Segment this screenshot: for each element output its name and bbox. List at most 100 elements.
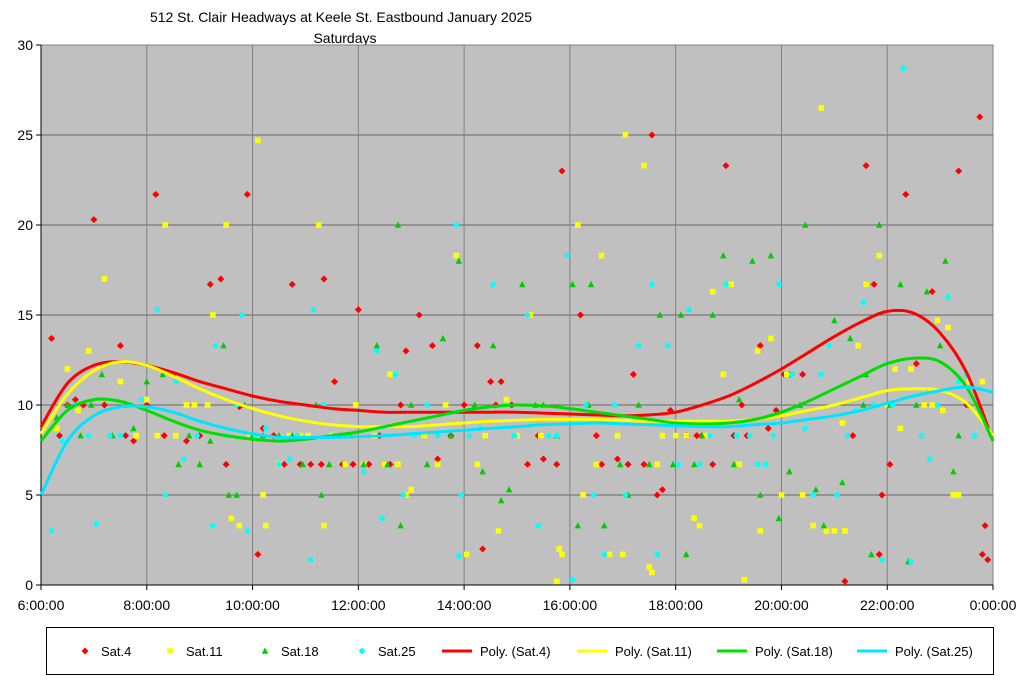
data-point bbox=[559, 551, 565, 558]
trendline-4 bbox=[39, 385, 994, 496]
data-point bbox=[976, 113, 984, 121]
data-point bbox=[884, 402, 891, 408]
data-point bbox=[307, 460, 315, 468]
data-point bbox=[934, 317, 941, 324]
data-point bbox=[495, 528, 502, 534]
legend: Sat.4 Sat.11 Sat.18 Sat.25 Poly. (Sat.4) Poly… bbox=[46, 627, 994, 675]
legend-item: Sat.11 bbox=[167, 644, 223, 659]
data-point bbox=[649, 281, 655, 288]
data-point bbox=[722, 162, 730, 170]
x-tick-label: 10:00:00 bbox=[225, 597, 280, 613]
data-point bbox=[286, 432, 293, 439]
data-point bbox=[810, 492, 816, 498]
data-point bbox=[612, 402, 618, 408]
data-point bbox=[936, 342, 944, 349]
data-point bbox=[738, 401, 746, 409]
data-point bbox=[352, 402, 359, 408]
y-tick-label: 30 bbox=[17, 37, 33, 53]
data-point bbox=[373, 342, 381, 349]
data-point bbox=[519, 280, 526, 288]
data-point bbox=[622, 492, 629, 498]
data-point bbox=[730, 460, 738, 468]
data-point bbox=[746, 432, 753, 439]
data-point bbox=[244, 528, 251, 534]
legend-marker bbox=[359, 648, 365, 654]
data-point bbox=[770, 432, 777, 439]
data-point bbox=[728, 281, 734, 288]
data-point bbox=[622, 132, 629, 138]
data-point bbox=[945, 324, 951, 331]
data-point bbox=[783, 371, 790, 378]
data-point bbox=[152, 190, 160, 198]
data-point bbox=[802, 221, 809, 228]
data-point bbox=[458, 492, 465, 498]
data-point bbox=[181, 456, 187, 462]
data-point bbox=[749, 257, 756, 264]
data-point bbox=[654, 461, 660, 468]
data-point bbox=[487, 378, 495, 386]
y-tick-label: 10 bbox=[17, 397, 33, 413]
data-point bbox=[90, 216, 98, 224]
data-point bbox=[775, 514, 782, 522]
data-point bbox=[318, 491, 325, 498]
x-axis: 6:00:00 8:00:00 10:00:00 12:00:00 14:00:00 16… bbox=[18, 584, 1017, 613]
legend-label: Sat.25 bbox=[378, 644, 416, 659]
data-point bbox=[629, 370, 637, 378]
data-point bbox=[590, 492, 597, 498]
data-point bbox=[635, 401, 642, 408]
data-point bbox=[601, 551, 608, 558]
data-point bbox=[812, 486, 820, 493]
data-point bbox=[360, 468, 367, 475]
data-point bbox=[479, 545, 487, 553]
data-point bbox=[59, 438, 65, 444]
data-point bbox=[288, 280, 296, 288]
data-point bbox=[582, 402, 589, 408]
data-point bbox=[598, 252, 605, 259]
data-point bbox=[415, 311, 423, 319]
data-point bbox=[262, 425, 269, 432]
data-point bbox=[421, 432, 428, 439]
data-point bbox=[934, 402, 941, 408]
data-point bbox=[870, 280, 878, 288]
data-point bbox=[653, 491, 661, 499]
data-point bbox=[326, 460, 333, 468]
data-point bbox=[831, 528, 838, 534]
data-point bbox=[538, 432, 544, 439]
data-point bbox=[85, 432, 92, 439]
data-point bbox=[524, 460, 532, 468]
data-point bbox=[558, 167, 566, 175]
trendline-1 bbox=[39, 308, 995, 442]
data-point bbox=[928, 288, 936, 296]
data-point bbox=[225, 491, 232, 498]
data-point bbox=[207, 437, 214, 444]
data-point bbox=[683, 550, 690, 558]
data-point bbox=[196, 460, 203, 468]
data-point bbox=[913, 401, 920, 408]
data-point bbox=[453, 222, 459, 228]
data-point bbox=[669, 460, 677, 468]
data-point bbox=[576, 311, 584, 319]
data-point bbox=[394, 221, 402, 228]
data-point bbox=[686, 306, 692, 313]
data-point bbox=[789, 371, 795, 378]
data-point bbox=[387, 371, 393, 378]
data-point bbox=[886, 460, 894, 468]
legend-item: Poly. (Sat.25) bbox=[857, 644, 973, 659]
data-point bbox=[553, 578, 560, 585]
data-point bbox=[764, 424, 772, 432]
data-point bbox=[400, 492, 407, 498]
data-point bbox=[786, 468, 793, 475]
data-point bbox=[130, 424, 137, 432]
data-point bbox=[908, 366, 914, 372]
data-point bbox=[162, 492, 169, 498]
data-point bbox=[117, 378, 124, 385]
data-point bbox=[276, 461, 282, 468]
data-point bbox=[818, 371, 824, 378]
data-point bbox=[117, 432, 124, 439]
data-point bbox=[138, 396, 145, 403]
data-point bbox=[280, 460, 288, 468]
data-point bbox=[696, 461, 703, 468]
data-point bbox=[574, 522, 582, 529]
data-point bbox=[360, 460, 367, 468]
